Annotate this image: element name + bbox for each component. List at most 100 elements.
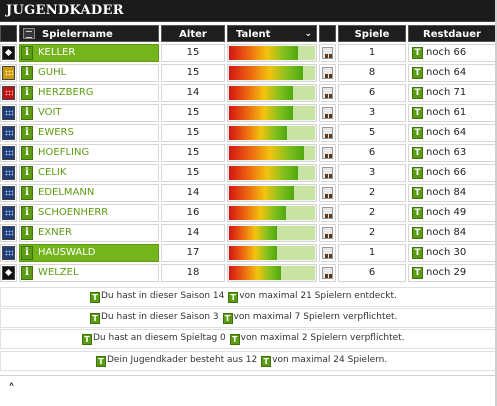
player-name-cell[interactable]: i EXNER [19,224,159,242]
info-icon[interactable]: i [21,246,33,260]
player-name[interactable]: WELZEL [38,267,79,278]
talent-fill [229,186,294,200]
player-name[interactable]: SCHOENHERR [38,207,109,218]
player-name-cell[interactable]: i KELLER [19,44,159,62]
header-age[interactable]: Alter [161,25,225,42]
boots-icon[interactable] [322,147,333,159]
shoe-cell[interactable] [319,104,336,122]
boots-icon[interactable] [322,207,333,219]
player-games: 8 [338,64,406,82]
talent-fill [229,126,287,140]
talent-fill [229,86,293,100]
player-age: 15 [161,164,225,182]
player-name[interactable]: VOIT [38,107,62,118]
talent-bar [227,264,317,282]
boots-icon[interactable] [322,107,333,119]
player-rest: noch 84 [426,187,467,198]
player-name-cell[interactable]: i EDELMANN [19,184,159,202]
trikot-icon: T [412,187,423,199]
header-name-label: Spielername [42,29,113,40]
info-signed-season-a: Du hast in dieser Saison 3 [101,312,219,322]
header-name[interactable]: Spielername [19,25,159,42]
player-name-cell[interactable]: i SCHOENHERR [19,204,159,222]
player-rest: noch 64 [426,67,467,78]
status-cell [0,64,17,82]
header-games[interactable]: Spiele [338,25,406,42]
boots-icon[interactable] [322,127,333,139]
shoe-cell[interactable] [319,244,336,262]
player-name[interactable]: HOEFLING [38,147,90,158]
boots-icon[interactable] [322,187,333,199]
shoe-cell[interactable] [319,144,336,162]
trikot-icon: T [412,247,423,259]
info-icon[interactable]: i [21,146,33,160]
info-icon[interactable]: i [21,226,33,240]
header-talent-select[interactable]: Talent ⌄ [227,25,317,42]
collapse-caret-icon[interactable]: ˄ [8,382,15,398]
player-name-cell[interactable]: i WELZEL [19,264,159,282]
status-cell [0,164,17,182]
player-name[interactable]: HAUSWALD [38,247,96,258]
boots-icon[interactable] [322,87,333,99]
talent-bar [227,144,317,162]
info-icon[interactable]: i [21,126,33,140]
shoe-cell[interactable] [319,264,336,282]
player-name-cell[interactable]: i EWERS [19,124,159,142]
player-name-cell[interactable]: i CELIK [19,164,159,182]
info-icon[interactable]: i [21,86,33,100]
boots-icon[interactable] [322,167,333,179]
player-name[interactable]: GUHL [38,67,67,78]
player-age: 15 [161,64,225,82]
shoe-cell[interactable] [319,164,336,182]
trikot-icon: T [229,334,240,345]
shoe-cell[interactable] [319,44,336,62]
player-name-cell[interactable]: i HERZBERG [19,84,159,102]
shoe-cell[interactable] [319,64,336,82]
talent-fill [229,46,298,60]
talent-bar [227,204,317,222]
boots-icon[interactable] [322,227,333,239]
info-icon[interactable]: i [21,66,33,80]
info-discovered-b: von maximal 21 Spielern entdeckt. [239,291,397,301]
boots-icon[interactable] [322,247,333,259]
talent-bar [227,64,317,82]
player-name-cell[interactable]: i VOIT [19,104,159,122]
player-name-cell[interactable]: i GUHL [19,64,159,82]
talent-fill [229,246,277,260]
shoe-cell[interactable] [319,204,336,222]
shoe-cell[interactable] [319,124,336,142]
shoe-cell[interactable] [319,224,336,242]
player-name[interactable]: EWERS [38,127,74,138]
info-icon[interactable]: i [21,46,33,60]
info-icon[interactable]: i [21,186,33,200]
boots-icon[interactable] [322,67,333,79]
info-icon[interactable]: i [21,266,33,280]
player-name[interactable]: EDELMANN [38,187,95,198]
player-name[interactable]: KELLER [38,47,76,58]
shoe-cell[interactable] [319,184,336,202]
player-name-cell[interactable]: i HOEFLING [19,144,159,162]
info-icon[interactable]: i [21,206,33,220]
info-icon[interactable]: i [21,106,33,120]
status-cell [0,84,17,102]
shoe-cell[interactable] [319,84,336,102]
boots-icon[interactable] [322,47,333,59]
player-name[interactable]: EXNER [38,227,72,238]
player-name[interactable]: HERZBERG [38,87,94,98]
status-yellow-icon [2,66,15,80]
status-blue-icon [2,146,15,160]
boots-icon[interactable] [322,267,333,279]
trikot-icon: T [412,167,423,179]
info-icon[interactable]: i [21,166,33,180]
player-rest: noch 64 [426,127,467,138]
player-name[interactable]: CELIK [38,167,67,178]
header-rest[interactable]: Restdauer [408,25,496,42]
player-name-cell[interactable]: i HAUSWALD [19,244,159,262]
